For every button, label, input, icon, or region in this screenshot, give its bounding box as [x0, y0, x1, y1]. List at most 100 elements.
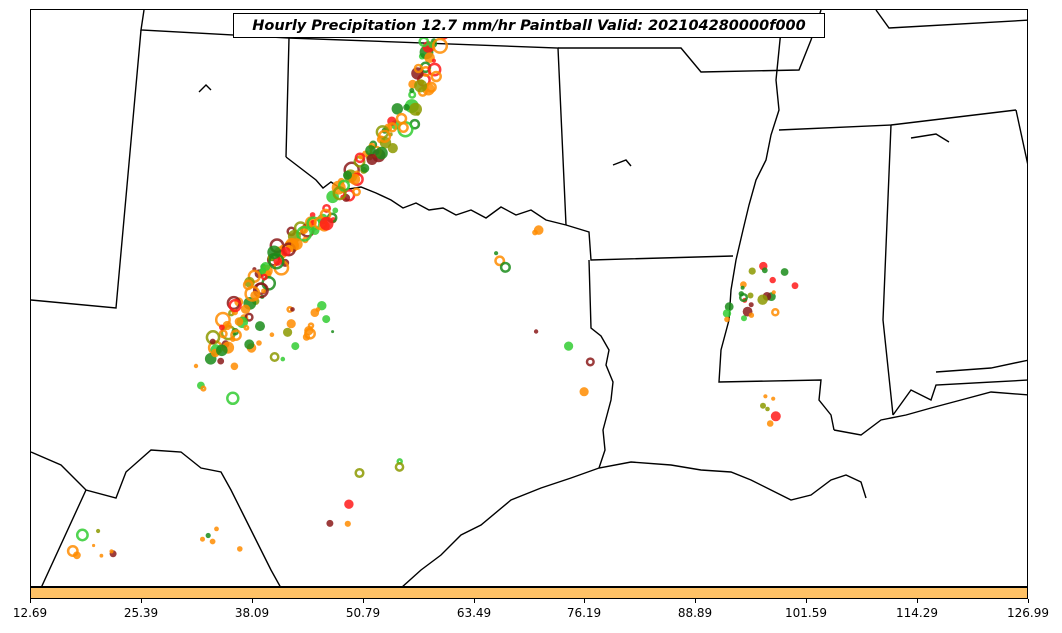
precip-blob — [375, 146, 388, 160]
colorbar-tick-mark — [363, 599, 364, 603]
precip-blob — [394, 462, 405, 472]
precip-blob — [228, 298, 242, 313]
precip-blob — [494, 255, 506, 267]
colorbar-tick-mark — [584, 599, 585, 603]
precip-blob — [766, 420, 774, 427]
precip-blob — [243, 324, 250, 331]
colorbar-tick-mark — [474, 599, 475, 603]
precip-blob — [352, 187, 361, 197]
precip-blob — [96, 528, 101, 534]
precip-blob — [360, 163, 370, 173]
precip-blob — [499, 261, 511, 273]
colorbar-tick-label: 101.59 — [785, 606, 827, 620]
precip-blob — [268, 253, 285, 270]
precip-blob — [332, 186, 347, 201]
precip-blob — [209, 538, 216, 545]
precip-blob — [769, 276, 776, 284]
precip-blob — [409, 88, 415, 93]
precip-blob — [309, 212, 316, 218]
border-path — [1015, 109, 1027, 165]
colorbar-tick-mark — [1028, 599, 1029, 603]
precip-blob — [741, 315, 747, 322]
precip-paintball-layer — [66, 23, 799, 560]
precip-blob — [343, 170, 352, 180]
precip-blob — [99, 553, 104, 558]
precip-blob — [291, 342, 300, 351]
precip-blob — [209, 338, 216, 345]
precip-blob — [267, 245, 281, 260]
border-path — [882, 124, 894, 416]
border-path — [935, 359, 1027, 373]
precip-blob — [747, 292, 754, 299]
precip-blob — [290, 307, 295, 312]
precip-blob — [409, 102, 422, 116]
precip-blob — [283, 327, 293, 337]
precip-blob — [319, 216, 334, 231]
precip-blob — [344, 499, 354, 509]
precip-blob — [244, 339, 255, 350]
precip-blob — [724, 302, 734, 312]
precip-blob — [240, 304, 251, 314]
precip-blob — [214, 526, 219, 532]
precip-blob — [75, 528, 89, 542]
precip-blob — [200, 536, 205, 542]
border-path — [41, 489, 87, 586]
precip-blob — [344, 520, 351, 527]
precip-blob — [259, 267, 267, 275]
precip-blob — [771, 307, 780, 317]
colorbar-tick-label: 76.19 — [566, 606, 602, 620]
precip-blob — [738, 292, 749, 303]
border-path — [31, 449, 281, 586]
precip-blob — [322, 315, 331, 324]
colorbar-ticks: 12.69 25.39 38.09 50.79 63.49 76.19 88.89 101.5… — [0, 599, 1062, 629]
precip-blob — [244, 285, 261, 302]
precip-blob — [109, 549, 114, 554]
colorbar-tick-mark — [695, 599, 696, 603]
precip-blob — [269, 332, 275, 338]
border-path — [31, 29, 142, 309]
colorbar-tick-label: 63.49 — [456, 606, 492, 620]
precip-blob — [770, 411, 781, 422]
precip-blob — [306, 216, 321, 231]
precip-blob — [326, 519, 334, 527]
precip-blob — [564, 341, 574, 351]
precip-blob — [791, 282, 799, 290]
precip-blob — [218, 329, 228, 339]
precip-blob — [748, 267, 756, 275]
precip-blob — [216, 344, 228, 357]
map-panel — [30, 9, 1028, 587]
border-path — [778, 109, 1017, 131]
precip-blob — [366, 154, 378, 165]
precip-blob — [217, 357, 225, 365]
colorbar-tick-mark — [252, 599, 253, 603]
precip-blob — [748, 312, 755, 318]
precip-blob — [397, 122, 409, 133]
precip-blob — [532, 229, 538, 236]
precip-blob — [226, 391, 240, 406]
precip-blob — [269, 352, 280, 362]
precip-blob — [431, 58, 436, 63]
precip-blob — [200, 385, 207, 392]
colorbar-tick-label: 25.39 — [123, 606, 159, 620]
precip-blob — [286, 319, 296, 329]
precip-blob — [391, 103, 403, 115]
precip-blob — [415, 111, 420, 116]
precip-blob — [387, 143, 398, 154]
precip-blob — [92, 543, 96, 548]
precip-blob — [780, 268, 789, 276]
precip-blob — [579, 387, 589, 397]
precip-blob — [332, 207, 339, 214]
border-path — [612, 159, 632, 167]
border-path — [875, 10, 1027, 29]
precip-blob — [322, 203, 332, 213]
colorbar-tick-mark — [917, 599, 918, 603]
border-path — [402, 461, 867, 586]
precip-blob — [740, 285, 745, 290]
precip-blob — [354, 467, 365, 479]
colorbar-tick-label: 38.09 — [234, 606, 270, 620]
precip-blob — [427, 62, 442, 77]
border-path — [285, 156, 567, 226]
precip-blob — [230, 362, 239, 371]
precip-blob — [296, 225, 313, 242]
precip-blob — [291, 238, 303, 250]
